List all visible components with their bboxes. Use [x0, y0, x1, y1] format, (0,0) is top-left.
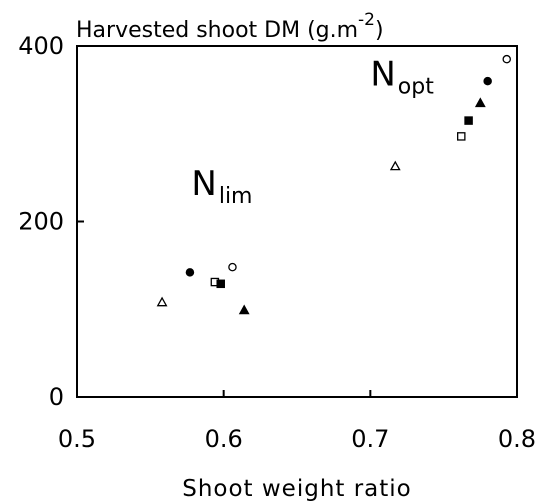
group-label-main: N	[370, 54, 395, 94]
y-tick-label: 200	[18, 208, 64, 236]
group-label-sub: opt	[398, 74, 434, 99]
chart-title-superscript: -2	[358, 10, 375, 30]
x-tick-label: 0.6	[205, 425, 243, 453]
point-filled-square	[464, 116, 473, 125]
point-filled-triangle	[238, 304, 250, 315]
group-label-sub: lim	[219, 184, 253, 209]
x-axis-title: Shoot weight ratio	[182, 476, 412, 502]
group-label-lim: Nlim	[191, 164, 252, 209]
point-filled-square	[216, 279, 225, 289]
point-filled-circle	[483, 76, 492, 86]
group-label-opt: Nopt	[370, 54, 434, 99]
x-tick-label: 0.8	[498, 425, 536, 453]
point-open-triangle	[389, 160, 401, 171]
x-tick-label: 0.5	[58, 425, 96, 453]
point-filled-triangle	[474, 97, 486, 108]
data-points	[156, 54, 511, 315]
chart-title-main: Harvested shoot DM (g.m	[76, 18, 358, 43]
point-open-circle	[228, 262, 237, 272]
chart-title: Harvested shoot DM (g.m-2)	[76, 10, 384, 43]
y-tick-label: 400	[18, 32, 64, 60]
axis-ticks: 0.5 0.6 0.7 0.8 0 200 400	[18, 32, 536, 453]
point-open-square	[457, 132, 466, 141]
x-tick-label: 0.7	[351, 425, 389, 453]
point-filled-circle	[185, 268, 195, 277]
y-tick-label: 0	[49, 383, 64, 411]
plot-frame	[76, 45, 518, 398]
chart-title-close: )	[375, 18, 384, 43]
point-open-circle	[502, 54, 511, 64]
group-label-main: N	[191, 164, 216, 204]
point-open-triangle	[156, 296, 168, 307]
